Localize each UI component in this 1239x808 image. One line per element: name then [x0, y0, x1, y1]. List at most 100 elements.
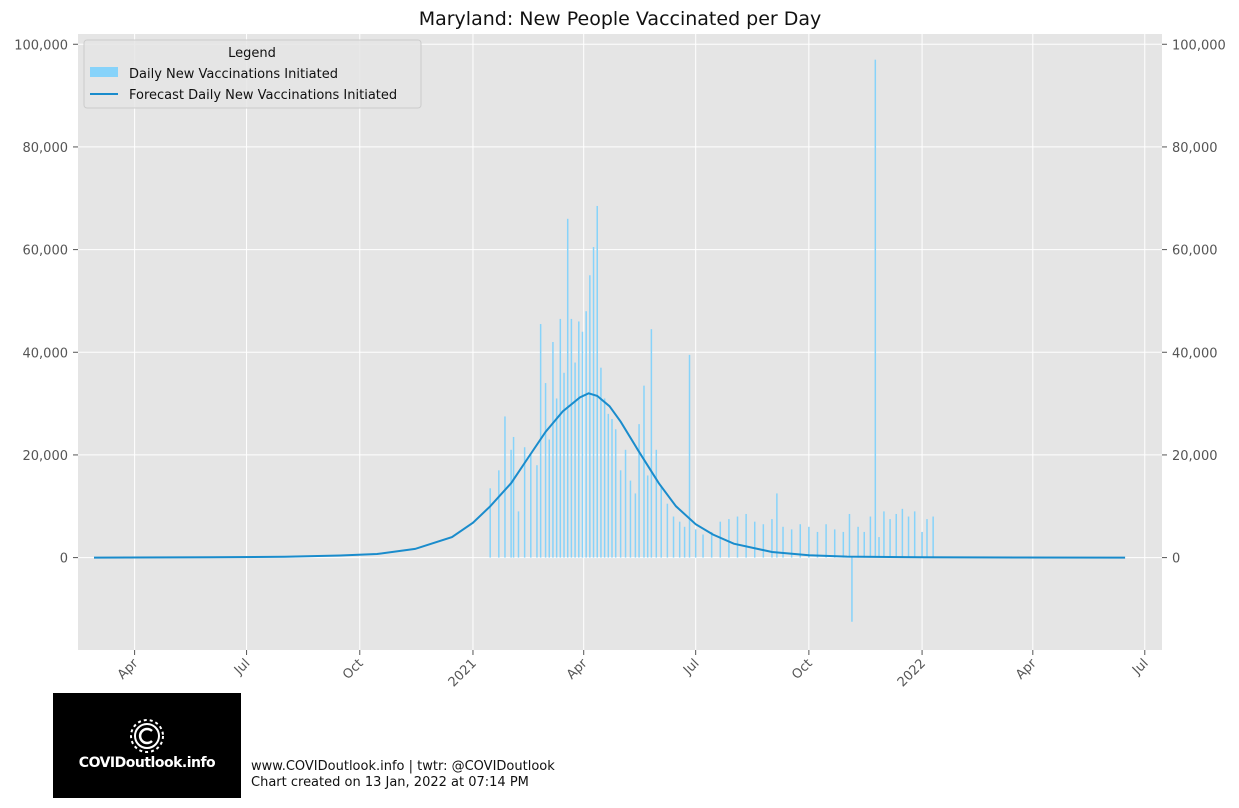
bar [736, 516, 739, 558]
x-tick-label: Oct [789, 656, 816, 683]
bar [901, 508, 904, 558]
x-tick-label: Apr [564, 656, 591, 683]
x-tick-label: Apr [1013, 656, 1040, 683]
bar [489, 488, 491, 558]
bar [581, 331, 584, 558]
bar [833, 529, 836, 558]
bar [790, 529, 793, 558]
legend-box [83, 39, 422, 109]
bar [842, 531, 845, 558]
bar [655, 449, 658, 558]
x-tick-label: Jul [231, 656, 253, 678]
bar [607, 413, 610, 558]
bar [592, 247, 595, 558]
y-tick-label-left: 80,000 [23, 141, 69, 156]
bar [869, 516, 872, 558]
bar [895, 513, 897, 558]
bar [678, 521, 681, 558]
bar [638, 424, 640, 558]
x-tick-label: Oct [340, 656, 367, 683]
bar [719, 521, 722, 558]
bar [552, 342, 554, 558]
y-tick-label-left: 0 [60, 552, 68, 567]
footer-site-line: www.COVIDoutlook.info | twtr: @COVIDoutl… [251, 759, 555, 774]
virus-icon [130, 719, 164, 753]
bar [771, 519, 773, 558]
forecast-line [93, 392, 1126, 559]
bar [883, 511, 885, 558]
x-tick-label: 2021 [446, 656, 480, 690]
x-tick-label: 2022 [895, 656, 929, 690]
bar [863, 531, 865, 558]
bar [566, 218, 569, 558]
bar [646, 475, 649, 558]
y-tick-label-right: 40,000 [1172, 346, 1218, 361]
logo: COVIDoutlook.info [53, 693, 241, 798]
bar [629, 480, 632, 558]
bar [672, 516, 675, 558]
bar [614, 429, 617, 558]
bar [596, 205, 598, 558]
x-tick-label: Jul [1129, 656, 1151, 678]
bar [808, 526, 810, 558]
footer: www.COVIDoutlook.info | twtr: @COVIDoutl… [251, 759, 555, 791]
y-tick-label-left: 20,000 [23, 449, 69, 464]
bar [548, 439, 551, 558]
bar [702, 534, 704, 558]
bar [563, 372, 565, 558]
bar [878, 537, 880, 558]
legend-label-bars: Daily New Vaccinations Initiated [129, 67, 338, 82]
bar [907, 516, 910, 558]
chart-title: Maryland: New People Vaccinated per Day [419, 8, 822, 30]
y-tick-label-right: 80,000 [1172, 141, 1218, 156]
forecast-series [93, 392, 1126, 559]
bar [782, 526, 784, 558]
y-tick-label-left: 60,000 [23, 244, 69, 259]
bar [799, 524, 802, 558]
bar-series [489, 59, 934, 622]
bar [762, 524, 765, 558]
bar [932, 516, 934, 558]
bar [874, 59, 877, 558]
y-tick-label-right: 60,000 [1172, 244, 1218, 259]
legend-title: Legend [228, 46, 276, 61]
bar [619, 470, 622, 558]
bar [825, 524, 827, 558]
bar [753, 521, 756, 558]
legend-label-forecast: Forecast Daily New Vaccinations Initiate… [129, 88, 397, 103]
bar [694, 529, 697, 558]
bar [555, 398, 558, 558]
y-tick-label-right: 20,000 [1172, 449, 1218, 464]
bar [570, 318, 573, 558]
bar [666, 503, 669, 558]
bar [816, 531, 819, 558]
bar [611, 419, 613, 558]
bar [585, 311, 587, 558]
bar [745, 513, 747, 558]
bar [650, 329, 653, 558]
y-tick-label-right: 100,000 [1172, 38, 1226, 53]
bar [634, 493, 637, 558]
bar [851, 557, 853, 622]
x-tick-label: Jul [680, 656, 702, 678]
bar [510, 449, 512, 558]
bar [857, 526, 859, 558]
bar [574, 362, 576, 558]
bar [523, 447, 526, 558]
bar [504, 416, 506, 558]
bar [848, 513, 851, 558]
bar [603, 398, 606, 558]
bar [921, 531, 923, 558]
bar [660, 485, 662, 558]
bar [710, 531, 713, 558]
bar [530, 454, 532, 558]
bar [913, 511, 916, 558]
legend-swatch-bars [90, 67, 118, 77]
bar [559, 318, 562, 558]
bar [589, 275, 591, 558]
bar [889, 519, 891, 558]
legend: Legend Daily New Vaccinations Initiated … [83, 39, 422, 109]
bar [683, 526, 686, 558]
bar [926, 519, 928, 558]
